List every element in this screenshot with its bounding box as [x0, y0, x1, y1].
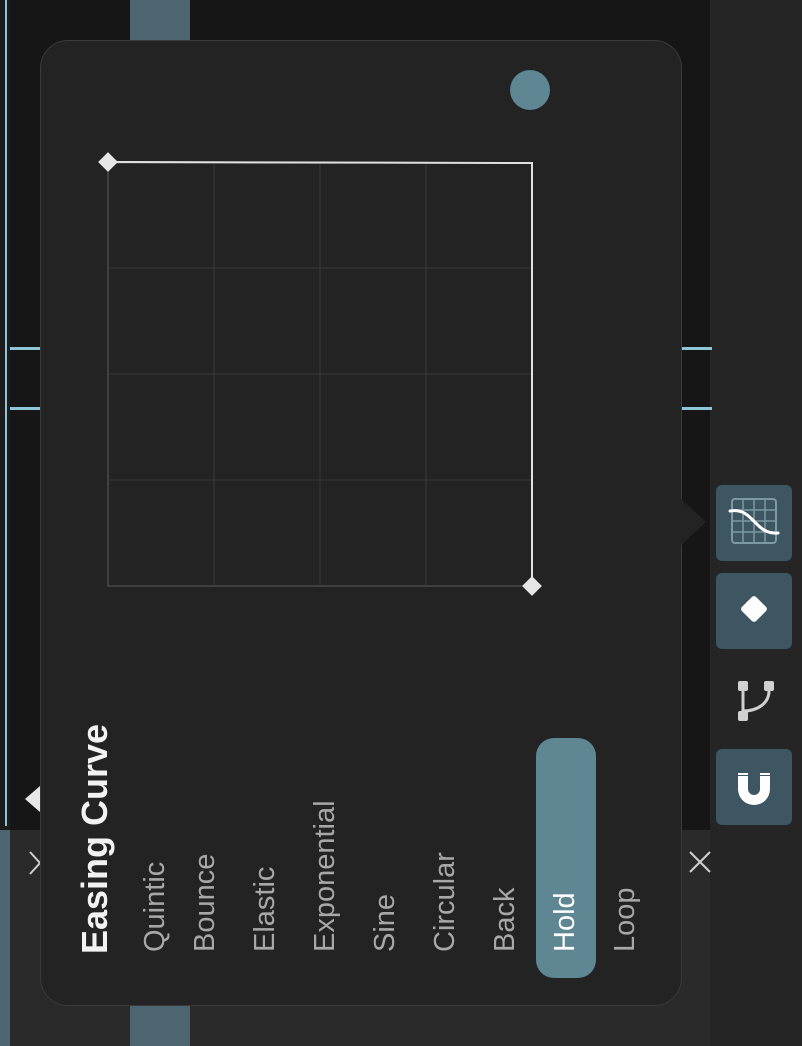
timeline-column-highlight-bottom — [130, 1000, 190, 1046]
track-marker — [682, 407, 712, 410]
track-marker — [10, 347, 40, 350]
easing-curve-icon — [726, 493, 782, 554]
easing-curve-button[interactable] — [716, 485, 792, 561]
option-hold[interactable]: Hold — [549, 892, 581, 952]
option-sine[interactable]: Sine — [369, 893, 401, 952]
bezier-path-icon — [726, 669, 782, 730]
keyframe-diamond-icon — [734, 589, 774, 634]
track-marker — [682, 347, 712, 350]
option-circular[interactable]: Circular — [429, 852, 461, 952]
option-quintic[interactable]: Quintic — [139, 861, 171, 952]
playhead-handle[interactable] — [25, 786, 40, 812]
option-elastic[interactable]: Elastic — [249, 866, 281, 952]
selected-option-highlight — [536, 738, 596, 978]
popup-title: Easing Curve — [74, 723, 115, 954]
popup-drag-handle[interactable] — [510, 70, 550, 110]
option-loop[interactable]: Loop — [609, 887, 641, 952]
timeline-column-highlight — [130, 0, 190, 40]
magnet-snap-icon — [730, 761, 778, 814]
option-back[interactable]: Back — [489, 887, 521, 952]
easing-curve-graph[interactable] — [90, 145, 550, 605]
option-bounce[interactable]: Bounce — [189, 853, 221, 952]
option-exponential[interactable]: Exponential — [309, 800, 341, 952]
keyframe-button[interactable] — [716, 573, 792, 649]
bezier-path-button[interactable] — [716, 661, 792, 737]
close-icon[interactable] — [686, 848, 714, 876]
bottom-left-highlight — [0, 830, 10, 1046]
popup-pointer — [680, 498, 706, 546]
track-marker — [10, 407, 40, 410]
snap-button[interactable] — [716, 749, 792, 825]
playhead-line[interactable] — [5, 0, 7, 826]
